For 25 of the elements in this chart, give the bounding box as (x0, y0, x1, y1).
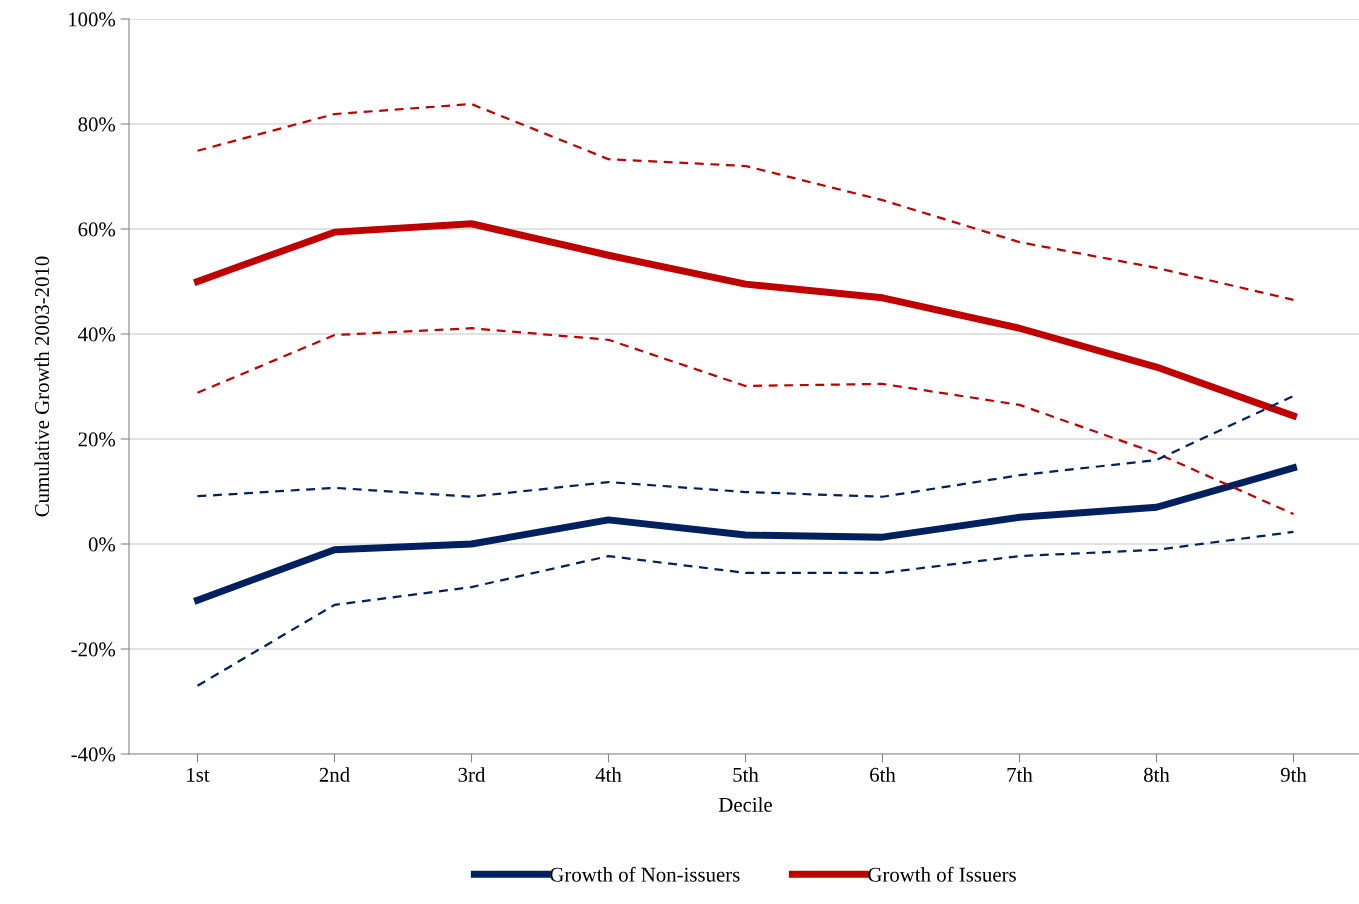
y-tick-label: 20% (78, 432, 116, 447)
y-tick-label: 100% (69, 12, 116, 27)
x-tick-label: 9th (1280, 767, 1307, 782)
y-tick-label: 60% (78, 222, 116, 237)
y-tick-label: 80% (78, 117, 116, 132)
x-tick-label: 1st (187, 767, 210, 782)
x-tick-label: 4th (595, 767, 622, 782)
line-series (196, 327, 1295, 516)
x-tick-label: 7th (1007, 767, 1033, 782)
x-tick-label: 5th (733, 767, 759, 782)
y-tick-label: -20% (71, 642, 116, 657)
x-tick-label: 8th (1143, 767, 1170, 782)
x-tick-label: 2nd (319, 767, 350, 782)
y-tick-label: -40% (71, 747, 116, 762)
y-axis-title: Cumulative Growth 2003-2010 (34, 256, 50, 517)
x-tick-label: 6th (870, 767, 896, 782)
line-series (196, 102, 1295, 301)
x-tick-label: 3rd (458, 767, 486, 782)
line-series (196, 394, 1295, 498)
y-tick-label: 0% (88, 537, 116, 552)
y-tick-label: 40% (78, 327, 116, 342)
x-axis-title: Decile (718, 797, 772, 812)
legend-label: Growth of Issuers (868, 866, 1016, 882)
legend-label: Growth of Non-issuers (550, 866, 740, 882)
line-series (196, 530, 1295, 687)
